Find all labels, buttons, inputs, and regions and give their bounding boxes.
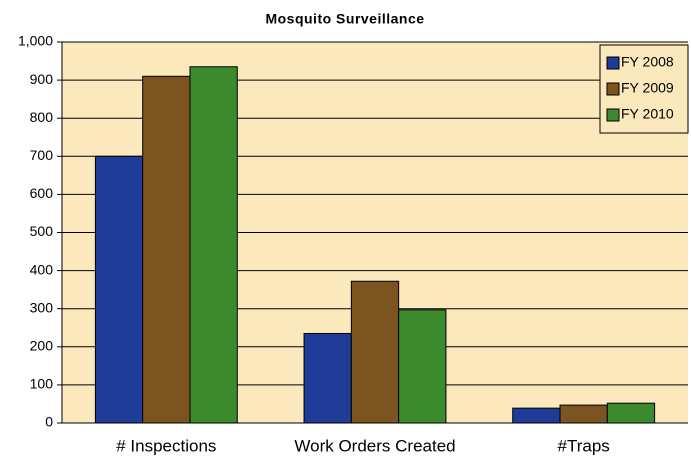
x-tick-label: Work Orders Created <box>294 436 455 455</box>
bar <box>559 404 608 424</box>
x-tick-label: # Inspections <box>116 436 216 455</box>
y-tick-label: 200 <box>30 338 54 354</box>
chart-title: Mosquito Surveillance <box>265 11 424 27</box>
bar <box>512 407 561 424</box>
bar <box>303 332 352 424</box>
bar <box>189 66 238 424</box>
legend-label: FY 2008 <box>621 54 674 70</box>
bar <box>398 309 447 424</box>
y-tick-label: 900 <box>30 71 54 87</box>
bar <box>142 75 191 424</box>
y-tick-label: 400 <box>30 261 54 277</box>
y-tick-label: 800 <box>30 109 54 125</box>
legend-swatch <box>606 56 620 70</box>
legend-swatch <box>606 108 620 122</box>
y-tick-label: 0 <box>45 414 53 430</box>
y-tick-label: 500 <box>30 223 54 239</box>
legend-label: FY 2010 <box>621 106 674 122</box>
y-tick-label: 300 <box>30 299 54 315</box>
y-tick-label: 1,000 <box>18 33 53 49</box>
x-tick-label: #Traps <box>558 436 610 455</box>
bar <box>94 155 144 424</box>
legend-label: FY 2009 <box>621 80 674 96</box>
bar <box>350 280 400 424</box>
legend-swatch <box>606 82 620 96</box>
bar <box>606 402 656 424</box>
y-tick-label: 600 <box>30 185 54 201</box>
y-tick-label: 100 <box>30 376 54 392</box>
y-tick-label: 700 <box>30 147 54 163</box>
